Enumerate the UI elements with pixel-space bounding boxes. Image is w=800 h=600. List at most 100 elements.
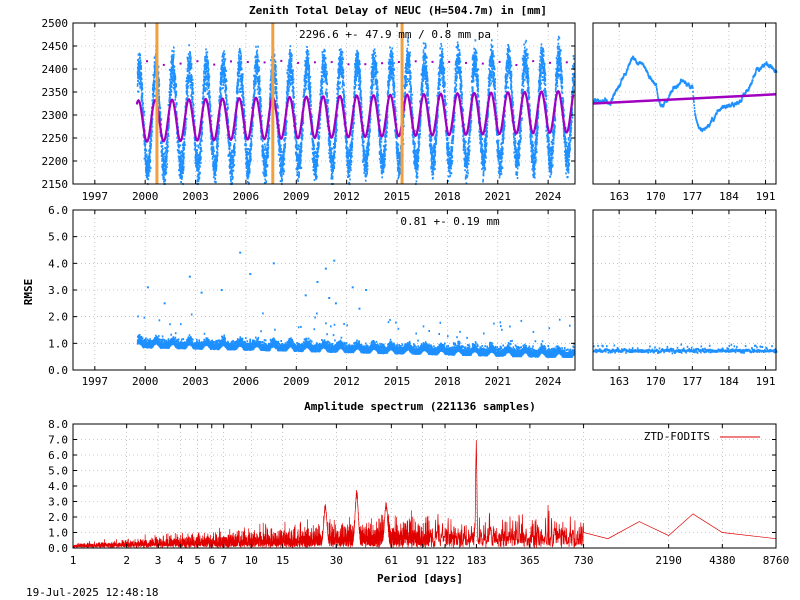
ztd-point <box>254 84 256 87</box>
ztd-point <box>139 59 142 62</box>
ztd-point <box>197 180 200 182</box>
ztd-point <box>172 87 175 90</box>
ztd-point <box>169 92 171 95</box>
ztd-point <box>256 61 258 64</box>
ztd-point <box>203 75 205 78</box>
ztd-point <box>167 141 169 144</box>
ztd-point <box>268 137 271 140</box>
ztd-point <box>150 135 153 138</box>
ztd-point <box>139 86 141 89</box>
ztd-point <box>237 74 240 77</box>
ztd-point <box>170 88 172 91</box>
ztd-point <box>211 143 214 146</box>
ztd-point <box>164 147 167 150</box>
ztd-point <box>225 100 228 103</box>
ztd-point <box>258 83 261 86</box>
ztd-point <box>138 81 141 84</box>
ztd-point <box>310 94 312 97</box>
ztd-point <box>233 148 236 150</box>
ztd-point <box>219 92 222 95</box>
ztd-point <box>140 67 143 70</box>
ztd-point <box>229 142 232 145</box>
ztd-point <box>216 148 219 151</box>
ztd-point <box>158 92 160 95</box>
ztd-point <box>182 155 185 158</box>
ztd-point <box>341 61 344 63</box>
ztd-point <box>198 162 200 165</box>
ztd-point <box>336 128 338 131</box>
ztd-point <box>221 78 223 81</box>
ztd-point <box>232 165 234 168</box>
ztd-point <box>147 178 150 181</box>
ztd-point <box>306 46 308 48</box>
ztd-point <box>205 48 207 51</box>
ztd-point <box>153 86 155 89</box>
ztd-point <box>339 81 341 84</box>
ztd-point <box>321 92 324 95</box>
ztd-point <box>168 91 171 93</box>
ztd-point <box>235 124 237 126</box>
ztd-point <box>147 173 150 175</box>
ztd-point <box>342 80 344 83</box>
ztd-point <box>206 58 208 61</box>
ztd-point <box>162 176 164 179</box>
ztd-point <box>242 73 244 76</box>
ztd-point <box>264 143 266 146</box>
ztd-point <box>300 154 302 157</box>
ztd-point <box>196 149 198 152</box>
ztd-point <box>215 181 217 183</box>
ztd-point <box>170 61 173 64</box>
ztd-point <box>341 53 343 56</box>
ztd-point <box>169 97 171 100</box>
ztd-point <box>206 84 208 87</box>
ztd-point <box>222 83 225 86</box>
ztd-point <box>200 136 203 139</box>
ztd-point <box>212 149 214 152</box>
ztd-point <box>200 157 202 160</box>
ztd-point <box>287 92 289 95</box>
ztd-point <box>164 178 167 181</box>
ztd-point <box>153 83 156 86</box>
ztd-point <box>229 160 232 163</box>
ztd-point <box>220 76 223 79</box>
ztd-point <box>162 157 165 159</box>
ztd-point <box>241 76 244 78</box>
ztd-point <box>300 150 303 152</box>
ztd-point <box>216 143 219 146</box>
ztd-point <box>217 139 219 142</box>
ztd-point <box>142 109 144 112</box>
ztd-point <box>219 88 222 91</box>
ztd-point <box>212 140 214 143</box>
ztd-point <box>235 121 237 124</box>
ztd-point <box>229 152 231 155</box>
ztd-point <box>205 51 207 54</box>
ztd-point <box>175 93 178 96</box>
ztd-point <box>332 169 334 172</box>
ztd-point <box>220 93 222 96</box>
ztd-point <box>161 173 164 176</box>
ztd-point <box>172 76 174 79</box>
ztd-point <box>223 50 225 53</box>
ztd-point <box>258 75 261 78</box>
ztd-point <box>138 69 141 72</box>
ztd-point <box>313 179 316 182</box>
ztd-point <box>172 64 174 67</box>
ztd-point <box>309 75 312 78</box>
ztd-point <box>242 92 245 95</box>
ztd-point <box>310 104 312 107</box>
ztd-point <box>259 79 261 82</box>
ztd-point <box>199 144 202 147</box>
ztd-point <box>319 127 321 129</box>
ztd-point <box>225 69 227 72</box>
ztd-point <box>234 131 237 134</box>
ztd-point <box>261 114 263 117</box>
ztd-point <box>250 147 252 150</box>
ztd-point <box>166 155 168 158</box>
ztd-point <box>185 120 187 123</box>
ztd-point <box>145 149 148 152</box>
ztd-point <box>250 152 252 155</box>
ztd-point <box>290 57 293 60</box>
ztd-point <box>208 77 210 80</box>
ztd-point <box>190 56 192 59</box>
ztd-point <box>153 89 155 92</box>
